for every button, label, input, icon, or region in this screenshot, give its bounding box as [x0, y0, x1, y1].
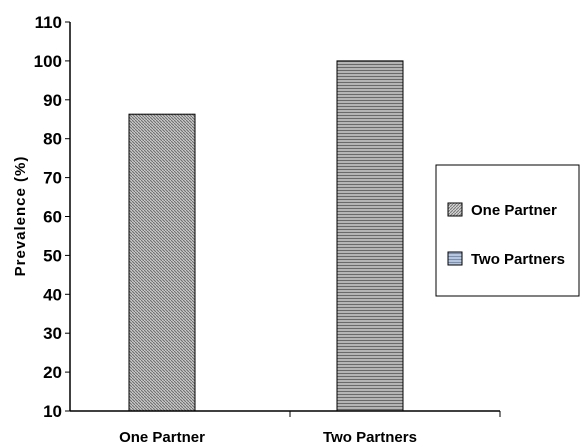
bar-one-partner [128, 113, 196, 412]
bars [128, 60, 404, 412]
y-axis-ticks: 10 20 30 40 50 60 70 80 90 100 110 [34, 13, 70, 421]
y-tick-label: 90 [43, 91, 62, 110]
legend-label-one-partner: One Partner [471, 202, 557, 219]
legend-swatch-one-partner [447, 202, 463, 217]
bar-two-partners [336, 60, 404, 412]
y-tick-label: 50 [43, 246, 62, 265]
y-tick-label: 10 [43, 402, 62, 421]
y-axis-title: Prevalence (%) [12, 156, 29, 277]
legend: One Partner Two Partners [435, 164, 580, 297]
y-tick-label: 70 [43, 169, 62, 188]
x-category-label: Two Partners [323, 429, 417, 446]
y-tick-label: 110 [35, 13, 62, 32]
y-tick-label: 40 [43, 285, 62, 304]
y-tick-label: 20 [43, 363, 62, 382]
x-category-label: One Partner [119, 429, 205, 446]
y-tick-label: 100 [34, 52, 62, 71]
y-tick-label: 30 [43, 324, 62, 343]
y-tick-label: 60 [43, 208, 62, 227]
y-tick-label: 80 [43, 130, 62, 149]
legend-swatch-two-partners [447, 251, 463, 266]
legend-box [435, 164, 580, 297]
legend-label-two-partners: Two Partners [471, 251, 565, 268]
x-axis-labels: One Partner Two Partners [119, 429, 417, 446]
